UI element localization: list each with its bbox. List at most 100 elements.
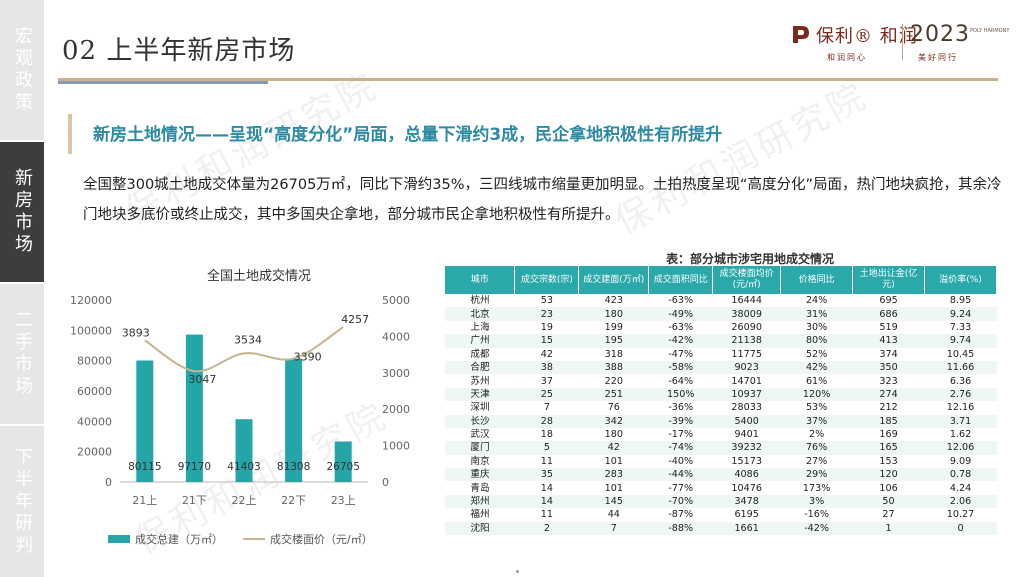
table-cell: 28033 [731, 402, 762, 414]
y-right-tick-label: 1000 [382, 440, 410, 453]
table-cell: 青岛 [470, 482, 490, 494]
logo-divider [902, 24, 903, 60]
line-value-label: 3893 [122, 326, 150, 339]
line-value-label: 3047 [188, 373, 216, 386]
table-cell: 10937 [712, 387, 781, 402]
table-cell: 北京 [445, 307, 515, 321]
table-cell: 251 [578, 387, 649, 402]
table-cell: 153 [879, 455, 898, 467]
table-cell: 15 [514, 334, 579, 348]
table-row: 重庆 35 283 -44% 4086 29% 120 0.78 [445, 468, 997, 482]
table-cell: -42% [780, 521, 853, 536]
table-cell: 2.76 [924, 387, 997, 402]
table-cell: 169 [879, 429, 898, 441]
table-cell: 165 [852, 441, 925, 455]
sidebar-tab-resale-market[interactable]: 二手市场 [0, 284, 44, 426]
header-divider [58, 78, 998, 81]
y-left-tick-label: 100000 [70, 324, 112, 337]
table-cell: 150% [648, 387, 713, 402]
table-row: 沈阳 2 7 -88% 1661 -42% 1 0 [445, 521, 997, 536]
table-cell: -40% [668, 455, 694, 467]
table-cell: 30% [805, 321, 828, 333]
table-cell: -88% [648, 521, 713, 536]
sidebar-tab-macro-policy[interactable]: 宏观政策 [0, 0, 44, 142]
table-header-cell: 成交建面(万㎡) [578, 266, 650, 294]
table-title: 表：部分城市涉宅用地成交情况 [665, 252, 834, 266]
legend-label-area: 成交总建（万㎡） [135, 533, 223, 546]
table-cell: 120 [852, 468, 925, 482]
table-cell: 12.16 [946, 402, 975, 414]
table-cell: 29% [780, 468, 853, 482]
table-cell: 53 [540, 295, 553, 307]
table-row: 武汉 18 180 -17% 9401 2% 169 1.62 [445, 428, 997, 441]
table-cell: 388 [578, 360, 649, 375]
table-cell: 天津 [445, 387, 515, 402]
table-cell: 24% [805, 295, 828, 307]
table-cell: 5400 [712, 414, 781, 428]
table-header-cell: 成交楼面均价(元/㎡) [712, 266, 782, 294]
table-cell: 37 [540, 375, 553, 387]
y-left-tick-label: 40000 [77, 415, 112, 428]
table-cell: 6195 [734, 509, 759, 521]
table-cell: 14 [514, 494, 579, 509]
logo-slogan: 和润同心 [827, 53, 867, 62]
table-row: 福州 11 44 -87% 6195 -16% 27 10.27 [445, 508, 997, 521]
table-cell: 9.24 [924, 307, 997, 321]
table-cell: 27% [805, 455, 828, 467]
bar-22上 [235, 419, 253, 482]
table-cell: 318 [604, 348, 623, 360]
table-cell: 11 [540, 509, 553, 521]
bar-value-label: 80115 [128, 461, 161, 473]
table-cell: 38 [514, 360, 579, 375]
header-divider-accent [58, 81, 268, 84]
line-value-label: 3390 [294, 351, 322, 364]
table-cell: 沈阳 [445, 521, 515, 536]
table-cell: -63% [668, 295, 694, 307]
table-cell: -63% [668, 321, 694, 333]
page-dot [516, 570, 519, 573]
x-tick-label: 23上 [331, 494, 356, 507]
table-cell: -74% [648, 441, 713, 455]
table-cell: 323 [879, 375, 898, 387]
y-left-tick-label: 0 [105, 476, 112, 489]
y-right-tick-label: 5000 [382, 294, 410, 307]
table-cell: 25 [514, 387, 579, 402]
bar-value-label: 41403 [227, 461, 260, 473]
table-cell: 2.06 [924, 494, 997, 509]
table-cell: -39% [648, 414, 713, 428]
logo-year: 2023 [910, 22, 970, 47]
table-row: 上海 19 199 -63% 26090 30% 519 7.33 [445, 321, 997, 334]
table-cell: -42% [648, 334, 713, 348]
logo-slogan: 美好同行 [918, 53, 958, 62]
table-cell: -49% [648, 307, 713, 321]
table-cell: 2% [808, 429, 825, 441]
y-left-tick-label: 80000 [77, 355, 112, 368]
table-row: 郑州 14 145 -70% 3478 3% 50 2.06 [445, 494, 997, 509]
table-cell: 南京 [470, 455, 490, 467]
y-right-tick-label: 2000 [382, 403, 410, 416]
table-cell: 8.95 [949, 295, 972, 307]
table-cell: 16444 [731, 295, 762, 307]
table-cell: 53% [805, 402, 828, 414]
sidebar-tab-new-housing[interactable]: 新房市场 [0, 142, 44, 284]
table-cell: 苏州 [470, 375, 490, 387]
table-cell: 0.78 [924, 468, 997, 482]
logo-english-name: POLY HARMONY [970, 28, 1010, 34]
table-cell: -47% [668, 348, 694, 360]
table-row: 青岛 14 101 -77% 10476 173% 106 4.24 [445, 481, 997, 494]
table-cell: 195 [578, 334, 649, 348]
city-land-table: 城市 成交宗数(宗) 成交建面(万㎡) 成交面积同比 成交楼面均价(元/㎡) 价… [445, 266, 997, 536]
table-cell: 0 [924, 521, 997, 536]
table-cell: 220 [604, 375, 623, 387]
sidebar-tab-h2-outlook[interactable]: 下半年研判 [0, 426, 44, 577]
table-cell: 120% [780, 387, 853, 402]
table-cell: 35 [514, 468, 579, 482]
table-cell: -36% [668, 402, 694, 414]
table-cell: 28 [514, 414, 579, 428]
table-header-cell: 土地出让金(亿元) [852, 266, 925, 294]
bar-22下 [285, 358, 303, 482]
table-cell: 42 [540, 348, 553, 360]
table-header-cell: 成交宗数(宗) [514, 266, 580, 294]
table-cell: 9023 [712, 360, 781, 375]
table-cell: 42% [780, 360, 853, 375]
